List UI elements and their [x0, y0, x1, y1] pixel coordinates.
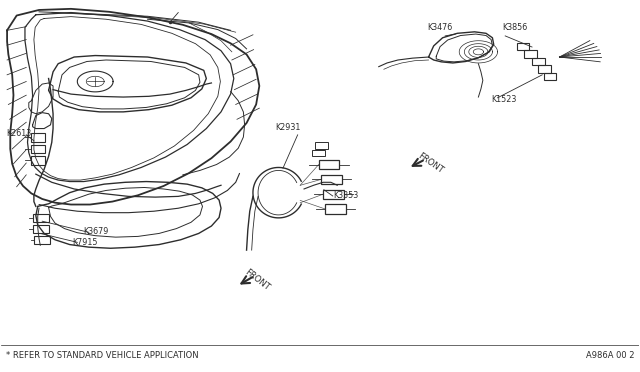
Text: K1523: K1523: [491, 94, 516, 103]
Bar: [538, 65, 551, 73]
Text: K2613: K2613: [6, 129, 31, 138]
Text: FRONT: FRONT: [243, 267, 271, 292]
Bar: [321, 175, 342, 184]
Text: FRONT: FRONT: [416, 151, 445, 175]
Text: K2931: K2931: [275, 124, 301, 132]
Bar: [516, 43, 529, 50]
Text: A986A 00 2: A986A 00 2: [586, 351, 634, 360]
Bar: [312, 150, 325, 156]
Bar: [323, 189, 344, 199]
Text: * REFER TO STANDARD VEHICLE APPLICATION: * REFER TO STANDARD VEHICLE APPLICATION: [6, 351, 198, 360]
Text: K3856: K3856: [502, 23, 527, 32]
Bar: [543, 73, 556, 80]
Bar: [532, 58, 545, 65]
Bar: [33, 214, 49, 222]
Text: K3679: K3679: [84, 227, 109, 236]
Text: K7915: K7915: [72, 238, 98, 247]
Bar: [31, 134, 45, 141]
Bar: [319, 160, 339, 169]
Bar: [33, 225, 49, 233]
Bar: [315, 142, 328, 149]
Bar: [31, 156, 45, 164]
Bar: [31, 145, 45, 153]
Text: K3476: K3476: [428, 23, 452, 32]
Text: K3353: K3353: [333, 191, 358, 200]
Bar: [34, 236, 50, 244]
Bar: [524, 50, 537, 58]
Bar: [325, 204, 346, 214]
